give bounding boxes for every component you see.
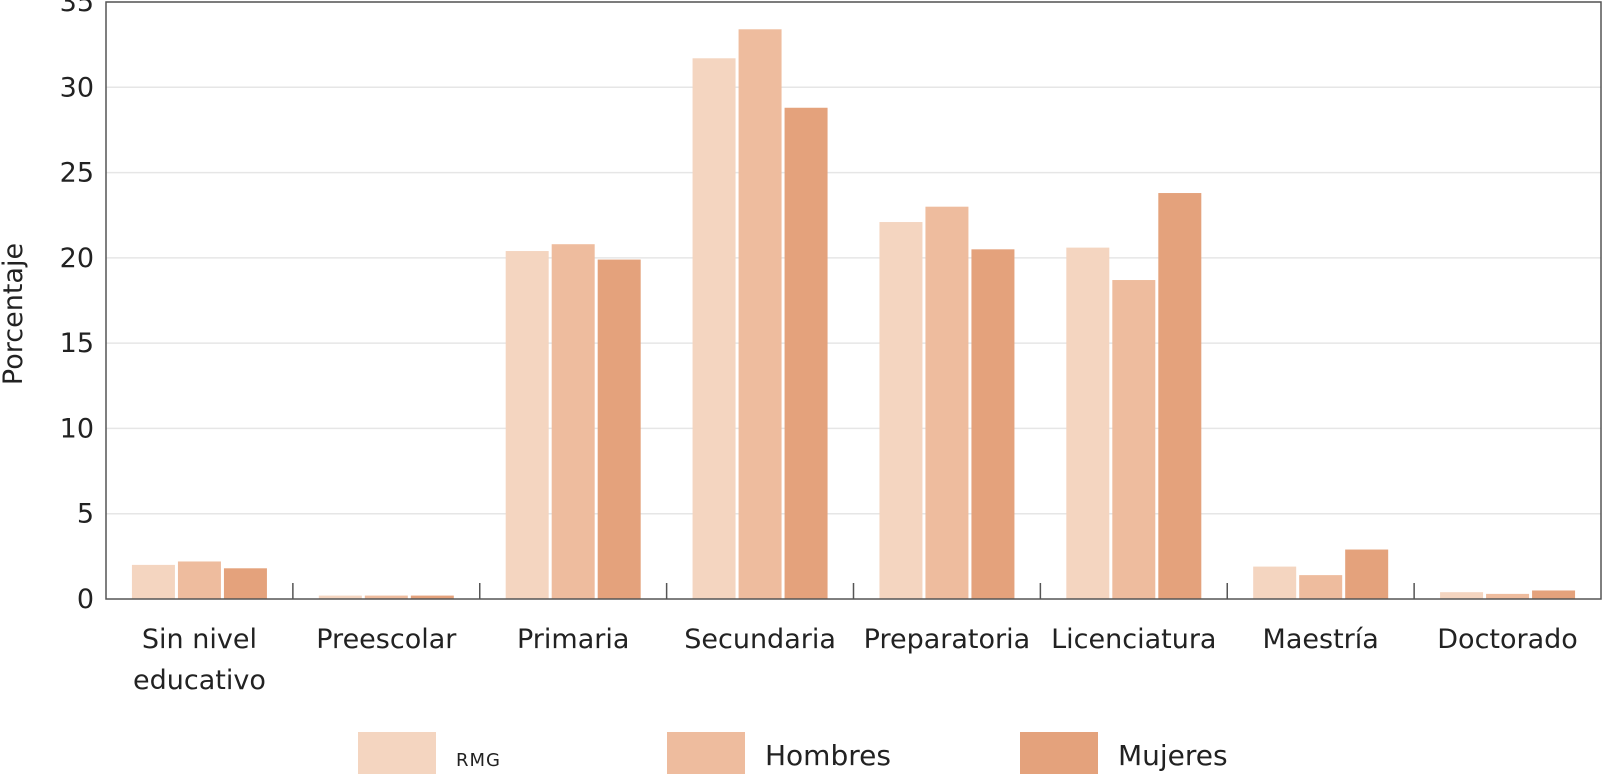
plot-frame	[105, 1, 1602, 600]
bar-rmg-7	[1440, 592, 1484, 599]
bar-rmg-4	[879, 222, 923, 599]
bar-hombres-6	[1299, 575, 1343, 599]
x-category-label: Preescolar	[316, 624, 457, 655]
bar-hombres-0	[177, 561, 221, 599]
bar-mujeres-4	[971, 249, 1015, 600]
bar-rmg-2	[505, 251, 549, 599]
x-category-label: Maestría	[1263, 624, 1379, 655]
y-axis-ticks: 0 5 10 15 20 25 30 35	[60, 0, 94, 615]
bar-hombres-4	[925, 206, 969, 599]
bar-rmg-6	[1253, 566, 1297, 599]
bar-rmg-5	[1066, 247, 1110, 599]
bar-rmg-3	[692, 58, 736, 599]
y-tick-label: 20	[60, 243, 94, 274]
bar-mujeres-5	[1158, 193, 1202, 600]
bars	[131, 29, 1576, 600]
x-category-label: Primaria	[517, 624, 629, 655]
y-axis-title: Porcentaje	[0, 243, 29, 385]
legend-swatch-rmg	[358, 732, 436, 774]
bar-mujeres-6	[1345, 549, 1389, 599]
legend: RMG Hombres Mujeres	[358, 732, 1228, 774]
bar-mujeres-1	[410, 595, 454, 599]
y-tick-label: 15	[60, 328, 94, 359]
bar-rmg-0	[131, 564, 175, 599]
x-category-label: educativo	[133, 665, 266, 696]
y-tick-label: 30	[60, 72, 94, 103]
bar-mujeres-7	[1532, 590, 1576, 599]
bar-hombres-2	[551, 244, 595, 599]
x-category-label: Sin nivel	[142, 624, 257, 655]
bar-mujeres-0	[223, 568, 267, 599]
y-tick-label: 0	[77, 584, 94, 615]
x-category-label: Doctorado	[1437, 624, 1578, 655]
legend-swatch-mujeres	[1020, 732, 1098, 774]
legend-swatch-hombres	[667, 732, 745, 774]
x-axis-ticks	[292, 583, 1415, 599]
bar-mujeres-2	[597, 259, 641, 599]
bar-hombres-5	[1112, 280, 1156, 599]
x-axis-category-labels: Sin nivel educativo Preescolar Primaria Secu…	[133, 624, 1578, 696]
y-tick-label: 35	[60, 0, 94, 18]
bar-hombres-3	[738, 29, 782, 599]
x-category-label: Secundaria	[684, 624, 836, 655]
legend-label-hombres: Hombres	[765, 739, 891, 772]
x-category-label: Licenciatura	[1051, 624, 1216, 655]
x-category-label: Preparatoria	[864, 624, 1031, 655]
bar-hombres-1	[364, 595, 408, 599]
gridlines	[106, 1, 1601, 515]
bar-hombres-7	[1486, 593, 1530, 599]
bar-rmg-1	[318, 595, 362, 599]
legend-label-rmg: RMG	[456, 750, 501, 771]
legend-label-mujeres: Mujeres	[1118, 739, 1228, 772]
bar-mujeres-3	[784, 107, 828, 600]
y-tick-label: 25	[60, 158, 94, 189]
y-tick-label: 5	[77, 499, 94, 530]
y-tick-label: 10	[60, 413, 94, 444]
